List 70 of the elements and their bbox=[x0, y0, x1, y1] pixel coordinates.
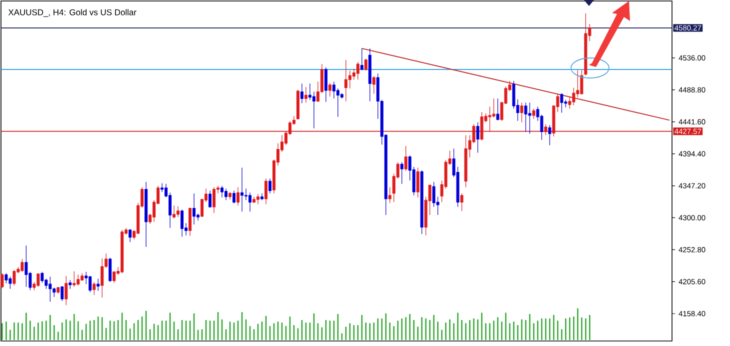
candlestick bbox=[220, 186, 224, 198]
candlestick bbox=[584, 12, 588, 76]
candlestick bbox=[128, 228, 132, 242]
text: XAUUSD_, H4: Gold vs US Dollar bbox=[8, 9, 136, 17]
candlestick bbox=[80, 272, 84, 282]
candlestick bbox=[176, 206, 180, 218]
candlestick bbox=[580, 70, 584, 95]
candlestick bbox=[404, 146, 408, 172]
candlestick bbox=[228, 192, 232, 200]
candlestick bbox=[420, 170, 424, 234]
candlestick bbox=[344, 60, 348, 102]
candlestick bbox=[248, 192, 252, 212]
candlestick bbox=[372, 76, 376, 94]
candlestick bbox=[476, 122, 480, 154]
candlestick bbox=[88, 276, 92, 293]
candlestick bbox=[460, 193, 464, 212]
candlestick bbox=[36, 272, 40, 288]
candlestick bbox=[144, 182, 148, 248]
candlestick bbox=[304, 86, 308, 103]
candlestick bbox=[180, 209, 184, 237]
candlestick bbox=[560, 92, 564, 114]
candlestick bbox=[112, 270, 116, 284]
candlestick bbox=[520, 102, 524, 123]
candlestick bbox=[464, 134, 468, 188]
candlestick bbox=[296, 89, 300, 120]
candlestick bbox=[300, 83, 304, 104]
candlestick bbox=[12, 270, 16, 286]
candlestick bbox=[524, 102, 528, 132]
candlestick bbox=[76, 274, 80, 286]
candlestick bbox=[72, 270, 76, 288]
candlestick bbox=[252, 196, 256, 204]
candlestick bbox=[368, 48, 372, 102]
candlestick bbox=[400, 162, 404, 184]
candlestick bbox=[56, 286, 60, 294]
candlestick bbox=[212, 186, 216, 214]
candlestick bbox=[224, 188, 228, 200]
candlestick bbox=[356, 62, 360, 80]
candlestick bbox=[120, 230, 124, 274]
candlestick bbox=[172, 205, 176, 219]
candlestick bbox=[532, 108, 536, 120]
candlestick bbox=[240, 167, 244, 212]
candlestick bbox=[48, 276, 52, 302]
candlestick bbox=[496, 98, 500, 121]
candlestick bbox=[528, 102, 532, 134]
candlestick bbox=[188, 207, 192, 236]
candlestick bbox=[0, 272, 4, 288]
candlestick bbox=[324, 67, 328, 102]
candlestick bbox=[548, 124, 552, 146]
candlestick bbox=[192, 193, 196, 225]
candlestick bbox=[360, 48, 364, 70]
candlestick bbox=[20, 258, 24, 272]
candlestick bbox=[260, 193, 264, 200]
candlestick bbox=[364, 58, 368, 72]
candlestick bbox=[268, 178, 272, 194]
candlestick bbox=[24, 245, 28, 288]
candlestick bbox=[264, 178, 268, 204]
candlestick bbox=[8, 276, 12, 290]
candlestick bbox=[388, 186, 392, 204]
candlestick bbox=[64, 276, 68, 306]
candlestick bbox=[96, 278, 100, 292]
candlestick bbox=[108, 257, 112, 282]
candlestick bbox=[60, 286, 64, 302]
candlestick bbox=[416, 167, 420, 198]
candlestick bbox=[68, 280, 72, 290]
candlestick bbox=[256, 194, 260, 204]
candlestick bbox=[236, 186, 240, 206]
candlestick bbox=[328, 82, 332, 97]
candlestick bbox=[232, 190, 236, 204]
candlestick bbox=[208, 190, 212, 208]
candlestick bbox=[92, 282, 96, 296]
